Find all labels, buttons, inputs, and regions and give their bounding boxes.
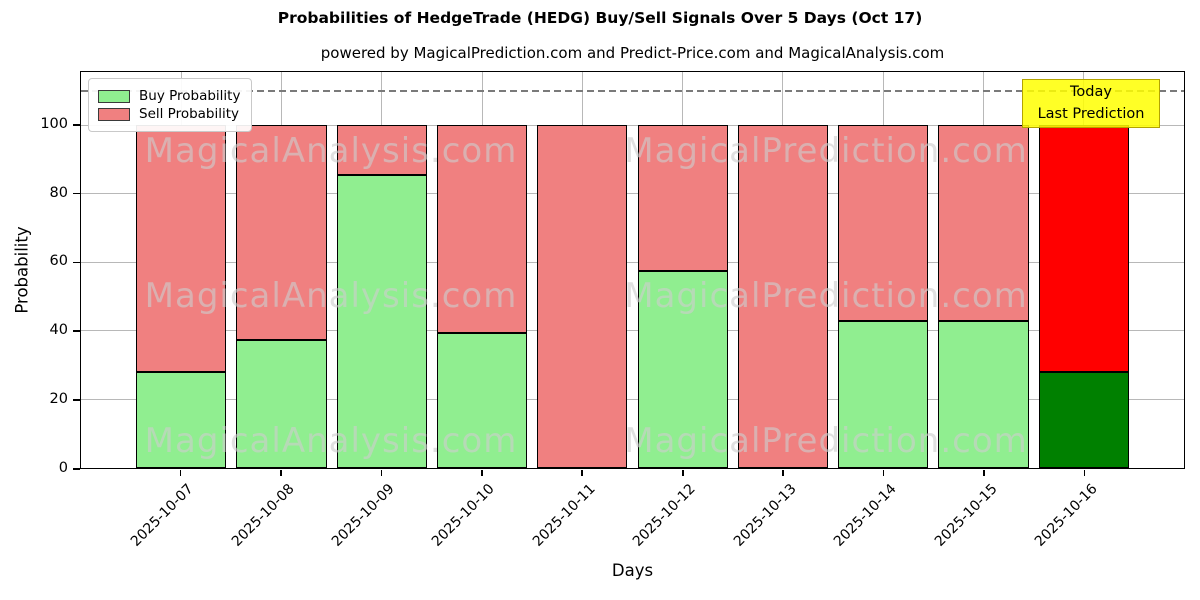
- ytick-label-80: 80: [49, 184, 68, 201]
- xtick-mark-2025-10-16: [1083, 470, 1086, 476]
- xtick-mark-2025-10-11: [581, 470, 584, 476]
- bar-buy-2025-10-09: [336, 175, 427, 468]
- bar-buy-2025-10-15: [938, 320, 1029, 468]
- today-annotation: Today Last Prediction: [1022, 79, 1160, 128]
- bar-sell-2025-10-12: [637, 125, 728, 272]
- xtick-mark-2025-10-10: [481, 470, 483, 476]
- ytick-mark-100: [73, 123, 80, 126]
- watermark-analysis-row2: MagicalAnalysis.com: [144, 276, 518, 316]
- chart-title: Probabilities of HedgeTrade (HEDG) Buy/S…: [277, 9, 923, 27]
- gridline-y-20: [81, 398, 1184, 400]
- xtick-label-text: 2025-10-13: [730, 481, 800, 550]
- xtick-label-text: 2025-10-15: [931, 481, 1001, 550]
- legend-item-1: Sell Probability: [98, 106, 240, 122]
- watermark-prediction-row3: MagicalPrediction.com: [624, 421, 1028, 461]
- bar-buy-2025-10-14: [838, 320, 929, 468]
- watermark-analysis-row3: MagicalAnalysis.com: [144, 421, 518, 461]
- xtick-mark-2025-10-07: [179, 470, 182, 476]
- legend-swatch-icon: [98, 89, 130, 103]
- xtick-label-text: 2025-10-07: [127, 481, 197, 550]
- chart-legend: Buy Probability Sell Probability: [88, 78, 253, 132]
- bar-sell-2025-10-13: [737, 125, 829, 468]
- watermark-analysis-row1: MagicalAnalysis.com: [144, 131, 518, 171]
- today-annotation-line2: Last Prediction: [1037, 105, 1145, 122]
- xtick-label-text: 2025-10-10: [429, 481, 499, 550]
- ytick-label-100: 100: [40, 115, 68, 132]
- chart-subtitle: powered by MagicalPrediction.com and Pre…: [320, 44, 945, 62]
- bar-buy-2025-10-10: [436, 332, 528, 468]
- plot-area: MagicalAnalysis.com MagicalPrediction.com…: [80, 71, 1185, 469]
- legend-label: Sell Probability: [139, 106, 240, 122]
- bar-buy-2025-10-12: [637, 271, 728, 468]
- ytick-mark-80: [73, 192, 80, 195]
- ytick-mark-60: [73, 261, 80, 264]
- bar-sell-2025-10-14: [838, 125, 929, 321]
- legend-label: Buy Probability: [139, 88, 241, 104]
- bar-sell-2025-10-07: [136, 125, 227, 373]
- xtick-mark-2025-10-12: [681, 470, 684, 476]
- xtick-label-text: 2025-10-12: [630, 481, 700, 550]
- ytick-label-0: 0: [58, 460, 68, 476]
- bar-buy-2025-10-16: [1038, 372, 1129, 468]
- ytick-mark-40: [73, 330, 80, 333]
- bar-sell-2025-10-11: [537, 125, 628, 468]
- gridline-y-100: [81, 124, 1184, 126]
- y-axis-label: Probability: [12, 226, 32, 314]
- xtick-mark-2025-10-13: [782, 470, 784, 476]
- xtick-label-text: 2025-10-09: [328, 481, 398, 550]
- x-axis-label: Days: [611, 561, 654, 580]
- xtick-mark-2025-10-14: [882, 470, 885, 476]
- legend-item-0: Buy Probability: [98, 88, 240, 104]
- today-annotation-line1: Today: [1070, 84, 1112, 101]
- gridline-y-80: [81, 193, 1184, 195]
- watermark-prediction-row1: MagicalPrediction.com: [624, 131, 1028, 171]
- xtick-label-text: 2025-10-11: [529, 481, 599, 550]
- watermark-prediction-row2: MagicalPrediction.com: [624, 276, 1028, 316]
- bar-sell-2025-10-16: [1038, 125, 1129, 373]
- xtick-mark-2025-10-08: [280, 470, 282, 476]
- bar-sell-2025-10-15: [938, 125, 1029, 321]
- bar-buy-2025-10-07: [136, 372, 227, 468]
- xtick-label-text: 2025-10-16: [1031, 481, 1101, 550]
- xtick-mark-2025-10-15: [983, 470, 985, 476]
- xtick-label-text: 2025-10-14: [831, 481, 900, 550]
- ytick-mark-20: [73, 399, 80, 401]
- bar-sell-2025-10-10: [436, 125, 528, 333]
- xtick-mark-2025-10-09: [380, 470, 383, 476]
- gridline-y-60: [81, 261, 1184, 263]
- xtick-label-text: 2025-10-08: [228, 481, 298, 550]
- ytick-mark-0: [73, 468, 80, 470]
- bar-sell-2025-10-08: [236, 125, 327, 340]
- legend-swatch-icon: [98, 107, 130, 121]
- ytick-label-60: 60: [49, 253, 68, 270]
- gridline-y-40: [81, 330, 1184, 332]
- bar-sell-2025-10-09: [336, 125, 427, 176]
- threshold-line: [81, 90, 1184, 93]
- ytick-label-20: 20: [49, 391, 68, 408]
- ytick-label-40: 40: [49, 322, 68, 339]
- bar-buy-2025-10-08: [236, 339, 327, 468]
